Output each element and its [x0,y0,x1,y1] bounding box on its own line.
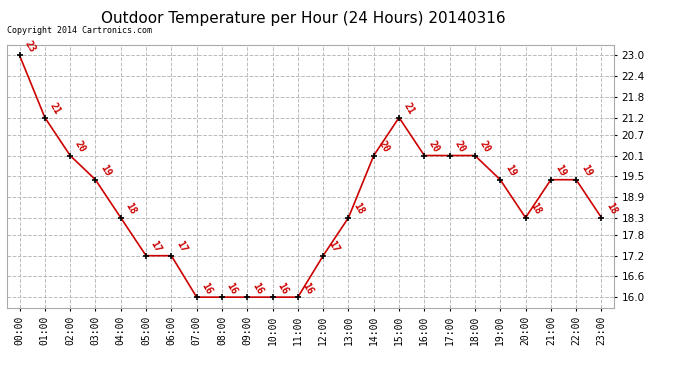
Text: 17: 17 [326,239,340,254]
Text: 16: 16 [301,280,315,296]
Text: 18: 18 [351,201,366,216]
Text: 20: 20 [73,139,88,154]
Text: 17: 17 [174,239,188,254]
Text: 18: 18 [604,201,619,216]
Text: 20: 20 [427,139,442,154]
Text: 16: 16 [199,280,214,296]
Text: Outdoor Temperature per Hour (24 Hours) 20140316: Outdoor Temperature per Hour (24 Hours) … [101,11,506,26]
Text: 16: 16 [225,280,239,296]
Text: 20: 20 [453,139,467,154]
Text: 19: 19 [579,163,593,178]
Text: 19: 19 [98,163,112,178]
Text: 16: 16 [275,280,290,296]
Text: 23: 23 [22,39,37,54]
Text: 17: 17 [149,239,164,254]
Text: 20: 20 [377,139,391,154]
Text: 19: 19 [553,163,568,178]
Text: 20: 20 [477,139,492,154]
Text: 21: 21 [402,101,416,116]
Text: 18: 18 [529,201,543,216]
Text: 18: 18 [124,201,138,216]
Text: 16: 16 [250,280,264,296]
Text: 21: 21 [48,101,62,116]
Text: 19: 19 [503,163,518,178]
Text: Copyright 2014 Cartronics.com: Copyright 2014 Cartronics.com [7,26,152,34]
